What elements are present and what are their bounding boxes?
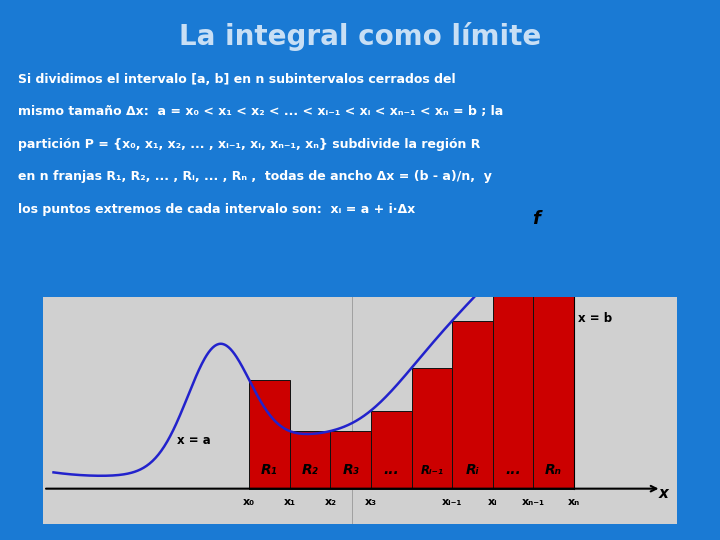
Bar xyxy=(371,410,412,489)
Text: partición P = {x₀, x₁, x₂, ... , xᵢ₋₁, xᵢ, xₙ₋₁, xₙ} subdivide la región R: partición P = {x₀, x₁, x₂, ... , xᵢ₋₁, x… xyxy=(18,138,480,151)
Text: Si dividimos el intervalo [a, b] en n subintervalos cerrados del: Si dividimos el intervalo [a, b] en n su… xyxy=(18,73,456,86)
Text: x₀: x₀ xyxy=(243,497,256,507)
Text: ...: ... xyxy=(505,463,521,477)
Text: xₙ₋₁: xₙ₋₁ xyxy=(522,497,545,507)
Text: mismo tamaño Δx:  a = x₀ < x₁ < x₂ < ... < xᵢ₋₁ < xᵢ < xₙ₋₁ < xₙ = b ; la: mismo tamaño Δx: a = x₀ < x₁ < x₂ < ... … xyxy=(18,105,503,118)
Bar xyxy=(452,321,492,489)
Text: ...: ... xyxy=(383,463,399,477)
Text: x₃: x₃ xyxy=(365,497,377,507)
Bar xyxy=(492,278,534,489)
Bar xyxy=(330,431,371,489)
Text: R₂: R₂ xyxy=(302,463,318,477)
Text: f: f xyxy=(533,210,541,228)
Text: en n franjas R₁, R₂, ... , Rᵢ, ... , Rₙ ,  todas de ancho Δx = (b - a)/n,  y: en n franjas R₁, R₂, ... , Rᵢ, ... , Rₙ … xyxy=(18,170,492,183)
Bar xyxy=(249,380,290,489)
Text: Rᵢ: Rᵢ xyxy=(466,463,480,477)
Text: Rᵢ₋₁: Rᵢ₋₁ xyxy=(420,464,444,477)
Text: los puntos extremos de cada intervalo son:  xᵢ = a + i·Δx: los puntos extremos de cada intervalo so… xyxy=(18,202,415,215)
Text: xᵢ: xᵢ xyxy=(488,497,498,507)
Bar xyxy=(290,431,330,489)
Bar xyxy=(534,233,574,489)
Text: x = b: x = b xyxy=(578,312,612,325)
Text: x₁: x₁ xyxy=(284,497,296,507)
Text: La integral como límite: La integral como límite xyxy=(179,22,541,51)
Text: x = a: x = a xyxy=(177,434,211,447)
Text: Rₙ: Rₙ xyxy=(545,463,562,477)
Text: x: x xyxy=(659,486,669,501)
Text: x₂: x₂ xyxy=(325,497,336,507)
Text: xₙ: xₙ xyxy=(567,497,580,507)
Text: R₁: R₁ xyxy=(261,463,278,477)
Bar xyxy=(412,368,452,489)
Text: xᵢ₋₁: xᵢ₋₁ xyxy=(442,497,462,507)
Text: R₃: R₃ xyxy=(342,463,359,477)
